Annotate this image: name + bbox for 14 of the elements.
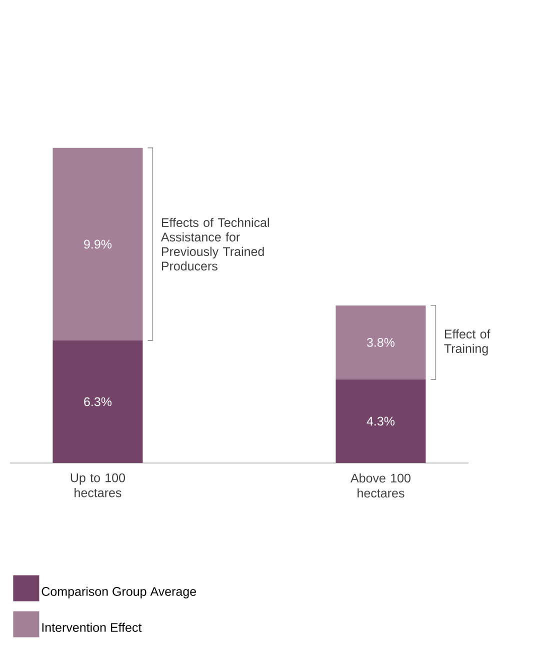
x-tick-label: Up to 100 hectares (70, 473, 126, 498)
data-label: 9.9% (84, 240, 112, 249)
bar (52, 340, 143, 463)
legend-label: Intervention Effect (42, 622, 142, 632)
data-label: 3.8% (366, 338, 395, 347)
annotation: Effect of Training (444, 329, 490, 356)
bar (52, 148, 143, 340)
x-tick-label: Above 100 hectares (350, 473, 410, 498)
data-label: 6.3% (84, 397, 112, 406)
bar (336, 305, 426, 380)
annotation: Effects of Technical Assistance for Previously Trained Producers (160, 218, 269, 271)
data-label: 4.3% (366, 416, 395, 426)
bar (336, 379, 426, 463)
legend-label: Comparison Group Average (42, 586, 196, 598)
